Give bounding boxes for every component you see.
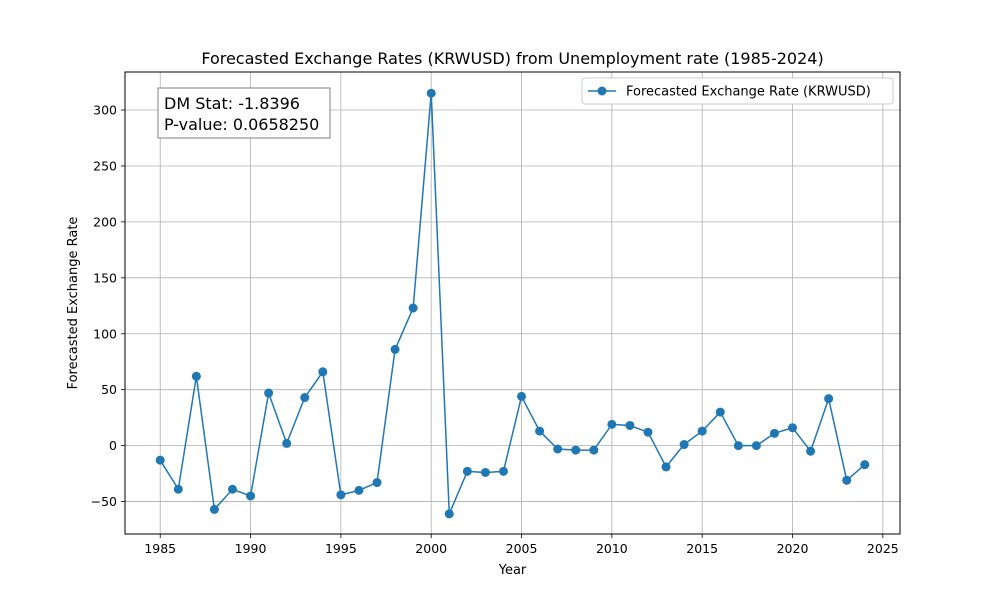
- y-tick-label: 100: [93, 326, 117, 341]
- data-point-1991: [264, 388, 274, 398]
- x-tick-label: 1990: [235, 541, 267, 556]
- data-point-1994: [318, 367, 328, 377]
- y-axis-label: Forecasted Exchange Rate: [66, 217, 81, 390]
- data-point-1998: [390, 344, 400, 354]
- chart-title: Forecasted Exchange Rates (KRWUSD) from …: [201, 49, 823, 68]
- x-tick-label: 2010: [596, 541, 628, 556]
- data-point-1997: [372, 478, 382, 488]
- y-tick-label: 150: [93, 270, 117, 285]
- y-tick-label: 200: [93, 214, 117, 229]
- stats-box-frame: [157, 87, 331, 139]
- data-point-2009: [589, 445, 599, 455]
- x-tick-label: 2005: [506, 541, 538, 556]
- data-point-1999: [408, 303, 418, 313]
- y-tick-label: 300: [93, 103, 117, 118]
- legend: Forecasted Exchange Rate (KRWUSD): [581, 77, 894, 105]
- y-tick-label: 50: [101, 382, 117, 397]
- data-point-2005: [517, 391, 527, 401]
- x-tick-label: 2025: [867, 541, 899, 556]
- data-point-2020: [788, 423, 798, 433]
- dm-stat-text: DM Stat: -1.8396: [164, 94, 300, 113]
- x-tick-label: 2015: [686, 541, 718, 556]
- data-point-1993: [300, 393, 310, 403]
- legend-frame: [581, 77, 894, 105]
- data-point-1992: [282, 438, 292, 448]
- x-axis-label: Year: [498, 563, 527, 578]
- tick-layer: 1985 1990 1995 2000 2005 2010 2015 2020 2025 −50 0…: [91, 103, 899, 556]
- data-point-2008: [571, 445, 581, 455]
- data-point-2024: [860, 460, 870, 470]
- data-point-2014: [679, 440, 689, 450]
- x-tick-label: 2000: [415, 541, 447, 556]
- data-point-2021: [806, 446, 816, 456]
- p-value-text: P-value: 0.0658250: [164, 115, 319, 134]
- x-tick-label: 2020: [777, 541, 809, 556]
- series-line: [159, 92, 866, 515]
- data-point-2013: [661, 462, 671, 472]
- data-point-2007: [553, 444, 563, 454]
- data-point-2010: [607, 419, 617, 429]
- data-point-1988: [209, 504, 219, 514]
- data-point-1986: [173, 484, 183, 494]
- data-point-2002: [462, 466, 472, 476]
- data-point-2001: [444, 509, 454, 519]
- grid-layer: [125, 72, 900, 534]
- data-point-1990: [246, 491, 256, 501]
- data-point-2017: [733, 441, 743, 451]
- data-point-2016: [715, 407, 725, 417]
- data-point-2015: [697, 426, 707, 436]
- data-point-2022: [824, 394, 834, 404]
- data-point-1987: [191, 371, 201, 381]
- data-point-2004: [498, 466, 508, 476]
- y-tick-label: −50: [91, 494, 117, 509]
- y-tick-label: 0: [109, 438, 117, 453]
- data-point-2011: [625, 420, 635, 430]
- data-point-1985: [155, 455, 165, 465]
- data-point-2018: [751, 441, 761, 451]
- x-tick-label: 1995: [325, 541, 357, 556]
- data-point-2003: [480, 467, 490, 477]
- data-point-1996: [354, 485, 364, 495]
- y-tick-label: 250: [93, 158, 117, 173]
- legend-entry-label: Forecasted Exchange Rate (KRWUSD): [626, 85, 871, 100]
- legend-marker-swatch: [597, 86, 607, 96]
- x-tick-label: 1985: [144, 541, 176, 556]
- data-point-2023: [842, 475, 852, 485]
- data-point-2012: [643, 427, 653, 437]
- data-point-2000: [426, 88, 436, 98]
- stats-annotation-box: DM Stat: -1.8396 P-value: 0.0658250: [157, 87, 331, 139]
- data-point-2019: [769, 428, 779, 438]
- data-point-1989: [227, 484, 237, 494]
- series-layer: [155, 88, 870, 519]
- data-point-1995: [336, 490, 346, 500]
- plot-area-frame: [124, 71, 901, 535]
- data-point-2006: [535, 426, 545, 436]
